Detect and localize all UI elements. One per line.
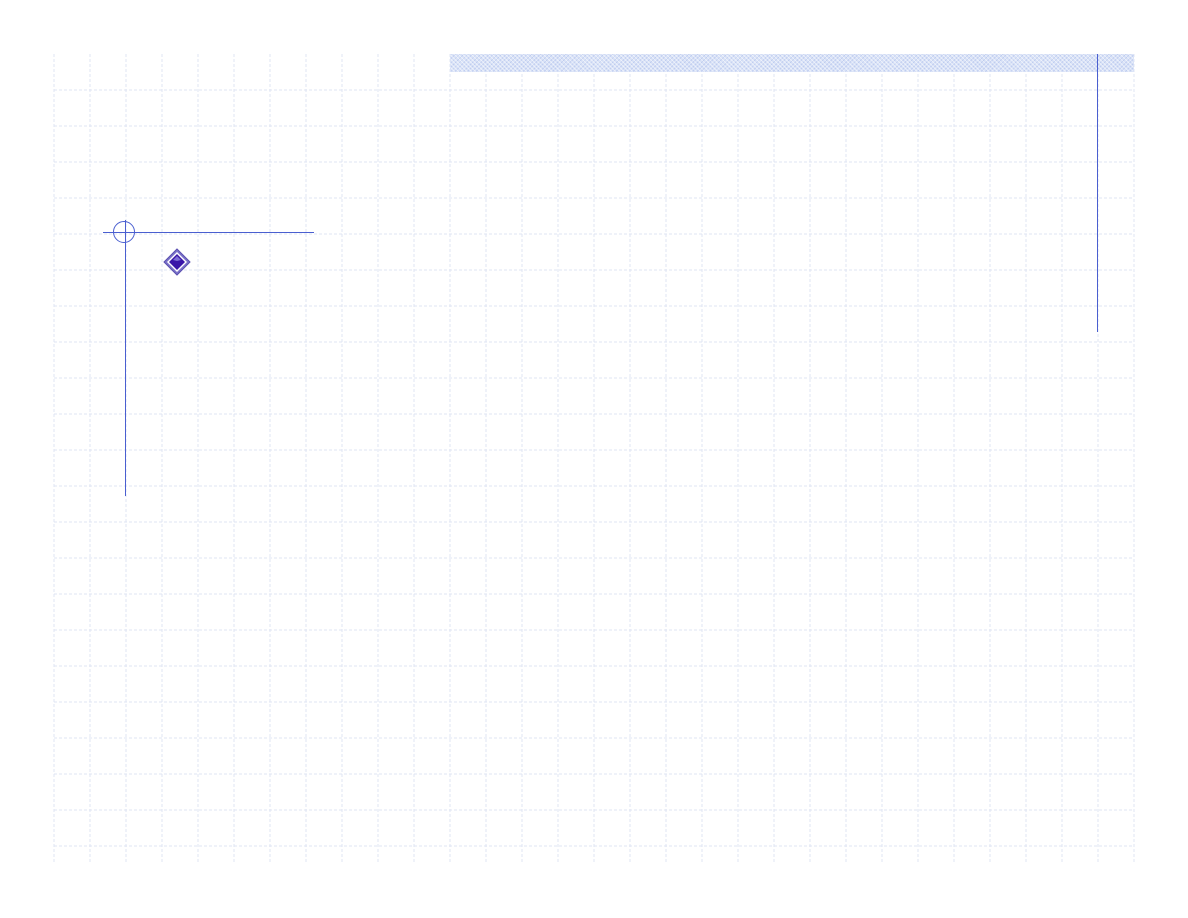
right-vertical-rule	[1097, 54, 1098, 332]
left-vertical-rule	[125, 220, 126, 496]
left-horizontal-rule	[103, 232, 314, 233]
corner-circle-ornament	[113, 221, 135, 243]
diamond-bullet-icon	[163, 248, 191, 276]
header-pattern-band	[450, 54, 1134, 72]
